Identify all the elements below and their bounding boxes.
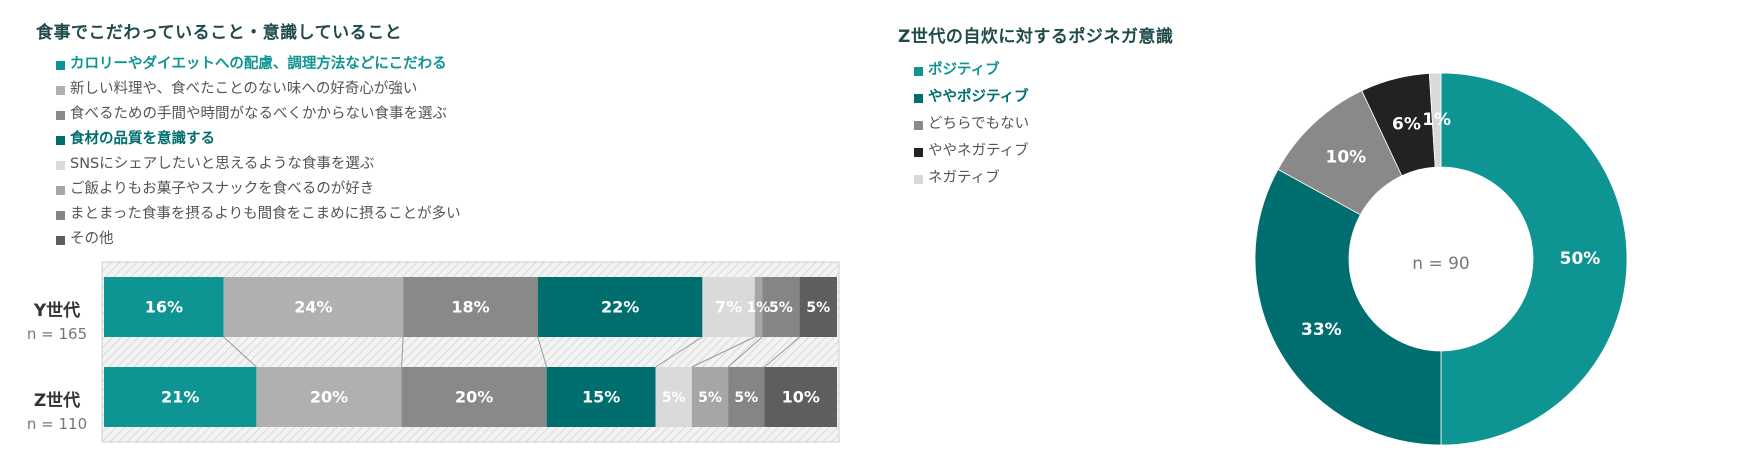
legend-label: ポジティブ — [928, 62, 1000, 78]
legend-label: どちらでもない — [928, 116, 1030, 132]
legend-label: ややネガティブ — [928, 143, 1029, 159]
series-connector-line — [727, 336, 763, 368]
bar-segment — [546, 367, 656, 427]
bar-data-label: 22% — [601, 298, 639, 317]
legend-swatch — [914, 148, 923, 157]
legend-label: 新しい料理や、食べたことのない味への好奇心が強い — [70, 81, 418, 97]
legend-item: カロリーやダイエットへの配慮、調理方法などにこだわる — [56, 52, 461, 77]
legend-label: カロリーやダイエットへの配慮、調理方法などにこだわる — [70, 56, 447, 72]
bar-segment — [799, 277, 837, 337]
legend-swatch — [56, 211, 65, 220]
bar-legend: カロリーやダイエットへの配慮、調理方法などにこだわる 新しい料理や、食べたことのな… — [56, 52, 461, 252]
legend-swatch — [56, 161, 65, 170]
legend-label: SNSにシェアしたいと思えるような食事を選ぶ — [70, 156, 375, 172]
series-connector-line — [764, 336, 800, 368]
series-connector-line — [223, 336, 257, 368]
legend-label: ネガティブ — [928, 170, 1000, 186]
series-connector-line — [537, 336, 548, 368]
legend-swatch — [56, 111, 65, 120]
bar-data-label: 16% — [145, 298, 183, 317]
bar-segment — [762, 277, 800, 337]
legend-label: 食材の品質を意識する — [70, 131, 215, 147]
legend-item: その他 — [56, 227, 461, 252]
bar-segment — [223, 277, 404, 337]
bar-data-label: 18% — [451, 298, 489, 317]
legend-swatch — [914, 175, 923, 184]
bar-data-label: 21% — [161, 388, 199, 407]
legend-label: その他 — [70, 231, 114, 247]
legend-swatch — [914, 121, 923, 130]
legend-label: まとまった食事を摂るよりも間食をこまめに摂ることが多い — [70, 206, 461, 222]
bar-segment — [691, 367, 729, 427]
legend-label: ご飯よりもお菓子やスナックを食べるのが好き — [70, 181, 375, 197]
legend-item: ご飯よりもお菓子やスナックを食べるのが好き — [56, 177, 461, 202]
bar-segment — [655, 367, 692, 427]
series-connector-line — [401, 336, 404, 368]
bar-segment — [754, 277, 763, 337]
left-chart-title: 食事でこだわっていること・意識していること — [36, 23, 403, 43]
bar-data-label: 5% — [662, 390, 686, 406]
legend-item: 食べるための手間や時間がなるべくかからない食事を選ぶ — [56, 102, 461, 127]
category-z: Z世代 n = 110 — [22, 386, 92, 433]
pie-legend: ポジティブややポジティブ どちらでもない ややネガティブ ネガティブ — [914, 57, 1029, 192]
category-z-name: Z世代 — [33, 391, 81, 411]
bar-segment — [702, 277, 755, 337]
legend-label: ややポジティブ — [928, 89, 1029, 105]
category-z-n: n = 110 — [26, 415, 88, 433]
bar-segment — [764, 367, 837, 427]
bar-labels: 16% 24% 18% 22% 7% 1%5% 5%21% 20% 20% 15% 5% 5% 5% 10… — [145, 298, 831, 407]
series-connector-line — [691, 336, 755, 368]
bar-data-label: 15% — [582, 388, 620, 407]
legend-item: 新しい料理や、食べたことのない味への好奇心が強い — [56, 77, 461, 102]
series-connector-line — [655, 336, 703, 368]
right-chart-title: Z世代の自炊に対するポジネガ意識 — [898, 27, 1174, 47]
bar-segment — [537, 277, 703, 337]
legend-item: ネガティブ — [914, 165, 1029, 192]
bar-segment — [728, 367, 765, 427]
bar-segment — [256, 367, 402, 427]
legend-swatch — [914, 67, 923, 76]
bar-data-label: 5% — [734, 390, 758, 406]
bar-data-label: 5% — [698, 390, 722, 406]
legend-item: まとまった食事を摂るよりも間食をこまめに摂ることが多い — [56, 202, 461, 227]
legend-label: 食べるための手間や時間がなるべくかからない食事を選ぶ — [70, 106, 447, 122]
bar-data-label: 20% — [455, 388, 493, 407]
legend-swatch — [56, 61, 65, 70]
legend-item: どちらでもない — [914, 111, 1029, 138]
category-y-n: n = 165 — [26, 325, 88, 343]
bar-segments — [104, 277, 837, 427]
bar-segment — [104, 367, 257, 427]
legend-swatch — [914, 94, 923, 103]
bar-data-label: 5% — [769, 300, 793, 316]
category-y-name: Y世代 — [33, 301, 81, 321]
bar-data-label: 20% — [310, 388, 348, 407]
legend-swatch — [56, 86, 65, 95]
legend-item: 食材の品質を意識する — [56, 127, 461, 152]
category-y: Y世代 n = 165 — [22, 296, 92, 343]
bar-data-label: 1% — [747, 300, 771, 316]
legend-swatch — [56, 186, 65, 195]
bar-data-label: 5% — [806, 300, 830, 316]
legend-item: ポジティブ — [914, 57, 1029, 84]
bar-data-label: 7% — [715, 298, 742, 317]
bar-connectors — [223, 336, 800, 368]
legend-item: ややネガティブ — [914, 138, 1029, 165]
bar-data-label: 10% — [782, 388, 820, 407]
legend-swatch — [56, 136, 65, 145]
legend-item: ややポジティブ — [914, 84, 1029, 111]
bar-data-label: 24% — [294, 298, 332, 317]
legend-swatch — [56, 236, 65, 245]
legend-item: SNSにシェアしたいと思えるような食事を選ぶ — [56, 152, 461, 177]
bar-segment — [104, 277, 224, 337]
bar-segment — [401, 367, 547, 427]
bar-segment — [403, 277, 538, 337]
